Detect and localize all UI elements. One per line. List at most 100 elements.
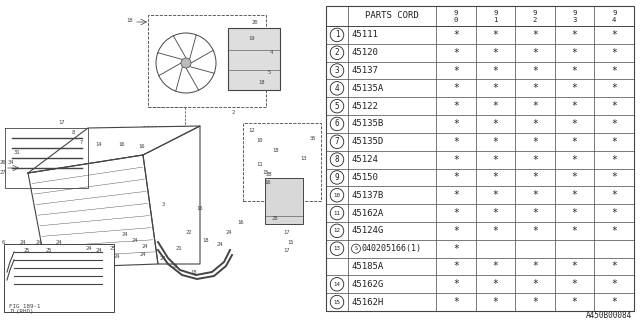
Text: 24: 24	[226, 229, 232, 235]
Text: *: *	[532, 172, 538, 182]
Text: 9: 9	[612, 10, 616, 16]
Text: *: *	[572, 101, 577, 111]
Text: 45124G: 45124G	[351, 226, 383, 235]
Text: *: *	[572, 172, 577, 182]
Text: *: *	[611, 119, 617, 129]
Text: 25: 25	[24, 247, 31, 252]
Text: *: *	[572, 83, 577, 93]
Text: 35: 35	[310, 135, 317, 140]
Text: 13: 13	[333, 246, 340, 251]
Text: *: *	[532, 261, 538, 271]
Text: *: *	[532, 190, 538, 200]
Text: *: *	[453, 226, 459, 236]
Text: *: *	[611, 101, 617, 111]
Text: *: *	[492, 48, 499, 58]
Text: *: *	[572, 137, 577, 147]
Text: 25: 25	[110, 246, 116, 252]
Text: 24: 24	[132, 238, 138, 244]
Text: *: *	[532, 101, 538, 111]
Text: *: *	[611, 279, 617, 289]
Text: 45185A: 45185A	[351, 262, 383, 271]
Text: *: *	[611, 66, 617, 76]
Text: *: *	[492, 66, 499, 76]
Text: 27: 27	[0, 170, 6, 174]
Text: *: *	[572, 66, 577, 76]
Text: *: *	[532, 83, 538, 93]
Text: *: *	[453, 30, 459, 40]
Text: 18: 18	[258, 81, 264, 85]
Text: *: *	[453, 208, 459, 218]
Text: *: *	[453, 155, 459, 164]
Text: *: *	[492, 155, 499, 164]
Text: *: *	[532, 137, 538, 147]
Bar	[326, 6, 634, 311]
Text: 18: 18	[126, 18, 132, 22]
Text: *: *	[611, 48, 617, 58]
Text: *: *	[453, 137, 459, 147]
Text: 25: 25	[46, 247, 52, 252]
Text: 16: 16	[138, 145, 145, 149]
Text: 7: 7	[80, 140, 83, 145]
Text: 16: 16	[196, 205, 202, 211]
Text: *: *	[532, 48, 538, 58]
Text: 24: 24	[56, 241, 63, 245]
Text: 1: 1	[335, 30, 339, 39]
Text: 45135B: 45135B	[351, 119, 383, 128]
Text: 18: 18	[202, 237, 209, 243]
Text: 4: 4	[612, 17, 616, 23]
Text: S: S	[355, 246, 358, 251]
Text: 2: 2	[335, 48, 339, 57]
Text: 9: 9	[335, 173, 339, 182]
Text: *: *	[492, 261, 499, 271]
Text: 18: 18	[190, 270, 196, 276]
Text: 8: 8	[72, 130, 76, 134]
Text: 16: 16	[237, 220, 243, 225]
Text: *: *	[611, 226, 617, 236]
Text: *: *	[572, 48, 577, 58]
Text: *: *	[611, 83, 617, 93]
Text: 45137: 45137	[351, 66, 378, 75]
Text: 0: 0	[454, 17, 458, 23]
Text: 45137B: 45137B	[351, 191, 383, 200]
Text: *: *	[572, 208, 577, 218]
Text: 24: 24	[96, 249, 102, 253]
Text: *: *	[611, 297, 617, 307]
Text: 16: 16	[118, 142, 125, 148]
Text: 9: 9	[454, 10, 458, 16]
Text: 45150: 45150	[351, 173, 378, 182]
Text: 10: 10	[256, 138, 262, 142]
Text: 9: 9	[572, 10, 577, 16]
Text: 45162G: 45162G	[351, 280, 383, 289]
Text: 6: 6	[2, 239, 5, 244]
Text: *: *	[532, 66, 538, 76]
Text: PARTS CORD: PARTS CORD	[365, 12, 419, 20]
Text: *: *	[532, 208, 538, 218]
Text: *: *	[453, 101, 459, 111]
Text: 8: 8	[335, 155, 339, 164]
Text: *: *	[492, 30, 499, 40]
Circle shape	[181, 58, 191, 68]
Text: 15: 15	[287, 239, 294, 244]
Text: 9: 9	[493, 10, 497, 16]
Text: 7: 7	[335, 137, 339, 146]
Bar	[265, 178, 303, 224]
Text: *: *	[453, 244, 459, 254]
Text: 11: 11	[256, 163, 262, 167]
Text: 24: 24	[142, 244, 148, 249]
Text: *: *	[611, 172, 617, 182]
Text: *: *	[492, 208, 499, 218]
Text: 17: 17	[58, 119, 65, 124]
Text: *: *	[572, 297, 577, 307]
Text: *: *	[492, 190, 499, 200]
Text: 23: 23	[172, 263, 179, 268]
Text: 3: 3	[335, 66, 339, 75]
Text: 2: 2	[533, 17, 537, 23]
Text: *: *	[572, 155, 577, 164]
Text: FIG 189-1: FIG 189-1	[9, 303, 40, 308]
Text: 15: 15	[333, 300, 340, 305]
Text: *: *	[532, 30, 538, 40]
Text: *: *	[492, 279, 499, 289]
Text: *: *	[492, 226, 499, 236]
Text: 5: 5	[335, 102, 339, 111]
Text: *: *	[492, 101, 499, 111]
